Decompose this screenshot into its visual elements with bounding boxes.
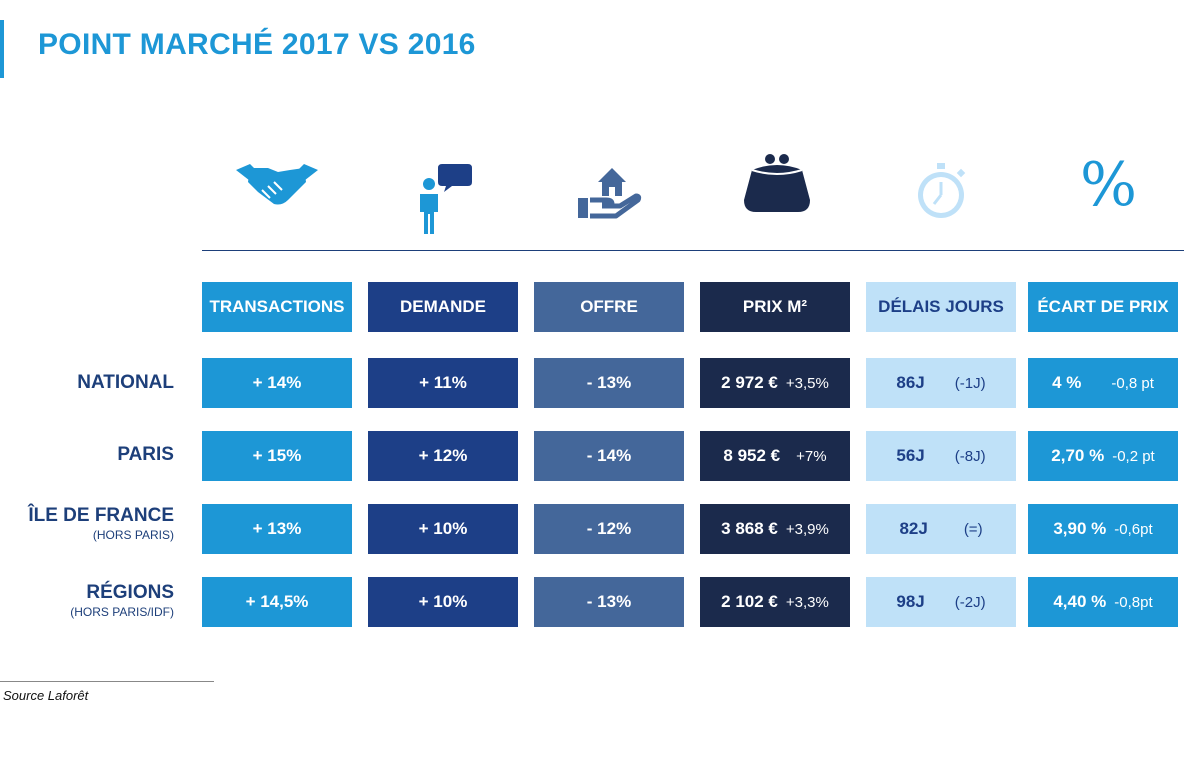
- delais-value: 56J: [896, 446, 925, 465]
- prix-variation: +7%: [796, 447, 827, 465]
- delais-value: 86J: [896, 373, 925, 392]
- delais-variation: (-2J): [954, 593, 986, 611]
- cell-offre: - 13%: [534, 358, 684, 408]
- row-label-paris: PARIS: [0, 444, 174, 466]
- delais-variation: (=): [963, 520, 983, 538]
- row-label-name: NATIONAL: [77, 372, 174, 393]
- col-header-ecart: ÉCART DE PRIX: [1028, 282, 1178, 332]
- cell-ecart: 4,40 % -0,8pt: [1028, 577, 1178, 627]
- cell-transactions: + 14%: [202, 358, 352, 408]
- row-label-regions: RÉGIONS (HORS PARIS/IDF): [0, 582, 174, 619]
- col-header-delais: DÉLAIS JOURS: [866, 282, 1016, 332]
- cell-ecart: 2,70 % -0,2 pt: [1028, 431, 1178, 481]
- cell-prix: 2 102 € +3,3%: [700, 577, 850, 627]
- cell-transactions: + 14,5%: [202, 577, 352, 627]
- cell-demande: + 12%: [368, 431, 518, 481]
- cell-prix: 3 868 € +3,9%: [700, 504, 850, 554]
- ecart-variation: -0,6pt: [1114, 520, 1153, 538]
- cell-offre: - 13%: [534, 577, 684, 627]
- cell-prix: 2 972 € +3,5%: [700, 358, 850, 408]
- row-label-name: PARIS: [117, 444, 174, 465]
- cell-demande: + 10%: [368, 577, 518, 627]
- header-divider: [202, 250, 1184, 251]
- cell-transactions: + 15%: [202, 431, 352, 481]
- col-header-demande: DEMANDE: [368, 282, 518, 332]
- purse-icon: [744, 154, 810, 212]
- row-label-name: ÎLE DE FRANCE: [28, 505, 174, 526]
- cell-offre: - 14%: [534, 431, 684, 481]
- page-title: POINT MARCHÉ 2017 VS 2016: [38, 28, 476, 61]
- cell-prix: 8 952 € +7%: [700, 431, 850, 481]
- delais-variation: (-1J): [954, 374, 986, 392]
- cell-delais: 98J (-2J): [866, 577, 1016, 627]
- ecart-variation: -0,8 pt: [1111, 374, 1154, 392]
- cell-delais: 56J (-8J): [866, 431, 1016, 481]
- cell-ecart: 3,90 % -0,6pt: [1028, 504, 1178, 554]
- source-note: Source Laforêt: [3, 688, 89, 703]
- row-label-note: (HORS PARIS/IDF): [70, 605, 174, 619]
- row-label-note: (HORS PARIS): [92, 528, 174, 542]
- ecart-variation: -0,2 pt: [1112, 447, 1155, 465]
- col-header-prix: PRIX M²: [700, 282, 850, 332]
- source-divider: [0, 681, 214, 682]
- cell-delais: 82J (=): [866, 504, 1016, 554]
- person-speech-icon: [420, 164, 472, 234]
- row-label-national: NATIONAL: [0, 372, 174, 394]
- ecart-value: 2,70 %: [1051, 446, 1105, 465]
- ecart-value: 4 %: [1052, 373, 1082, 392]
- prix-value: 3 868 €: [721, 519, 778, 538]
- prix-variation: +3,9%: [785, 520, 829, 538]
- cell-ecart: 4 % -0,8 pt: [1028, 358, 1178, 408]
- delais-value: 98J: [896, 592, 925, 611]
- prix-value: 2 102 €: [721, 592, 778, 611]
- prix-variation: +3,3%: [785, 593, 829, 611]
- col-header-offre: OFFRE: [534, 282, 684, 332]
- handshake-icon: [236, 164, 318, 205]
- prix-value: 2 972 €: [721, 373, 778, 392]
- ecart-value: 4,40 %: [1053, 592, 1107, 611]
- cell-offre: - 12%: [534, 504, 684, 554]
- title-accent-bar: [0, 20, 4, 78]
- ecart-value: 3,90 %: [1053, 519, 1107, 538]
- cell-demande: + 11%: [368, 358, 518, 408]
- house-hand-icon: [578, 168, 642, 219]
- col-header-transactions: TRANSACTIONS: [202, 282, 352, 332]
- row-label-ile-de-france: ÎLE DE FRANCE (HORS PARIS): [0, 505, 174, 542]
- stopwatch-icon: [918, 163, 966, 218]
- prix-value: 8 952 €: [723, 446, 781, 465]
- cell-delais: 86J (-1J): [866, 358, 1016, 408]
- delais-value: 82J: [899, 519, 928, 538]
- delais-variation: (-8J): [954, 447, 986, 465]
- row-label-name: RÉGIONS: [86, 582, 174, 603]
- cell-transactions: + 13%: [202, 504, 352, 554]
- cell-demande: + 10%: [368, 504, 518, 554]
- ecart-variation: -0,8pt: [1114, 593, 1153, 611]
- prix-variation: +3,5%: [785, 374, 829, 392]
- percent-icon: %: [1080, 150, 1138, 220]
